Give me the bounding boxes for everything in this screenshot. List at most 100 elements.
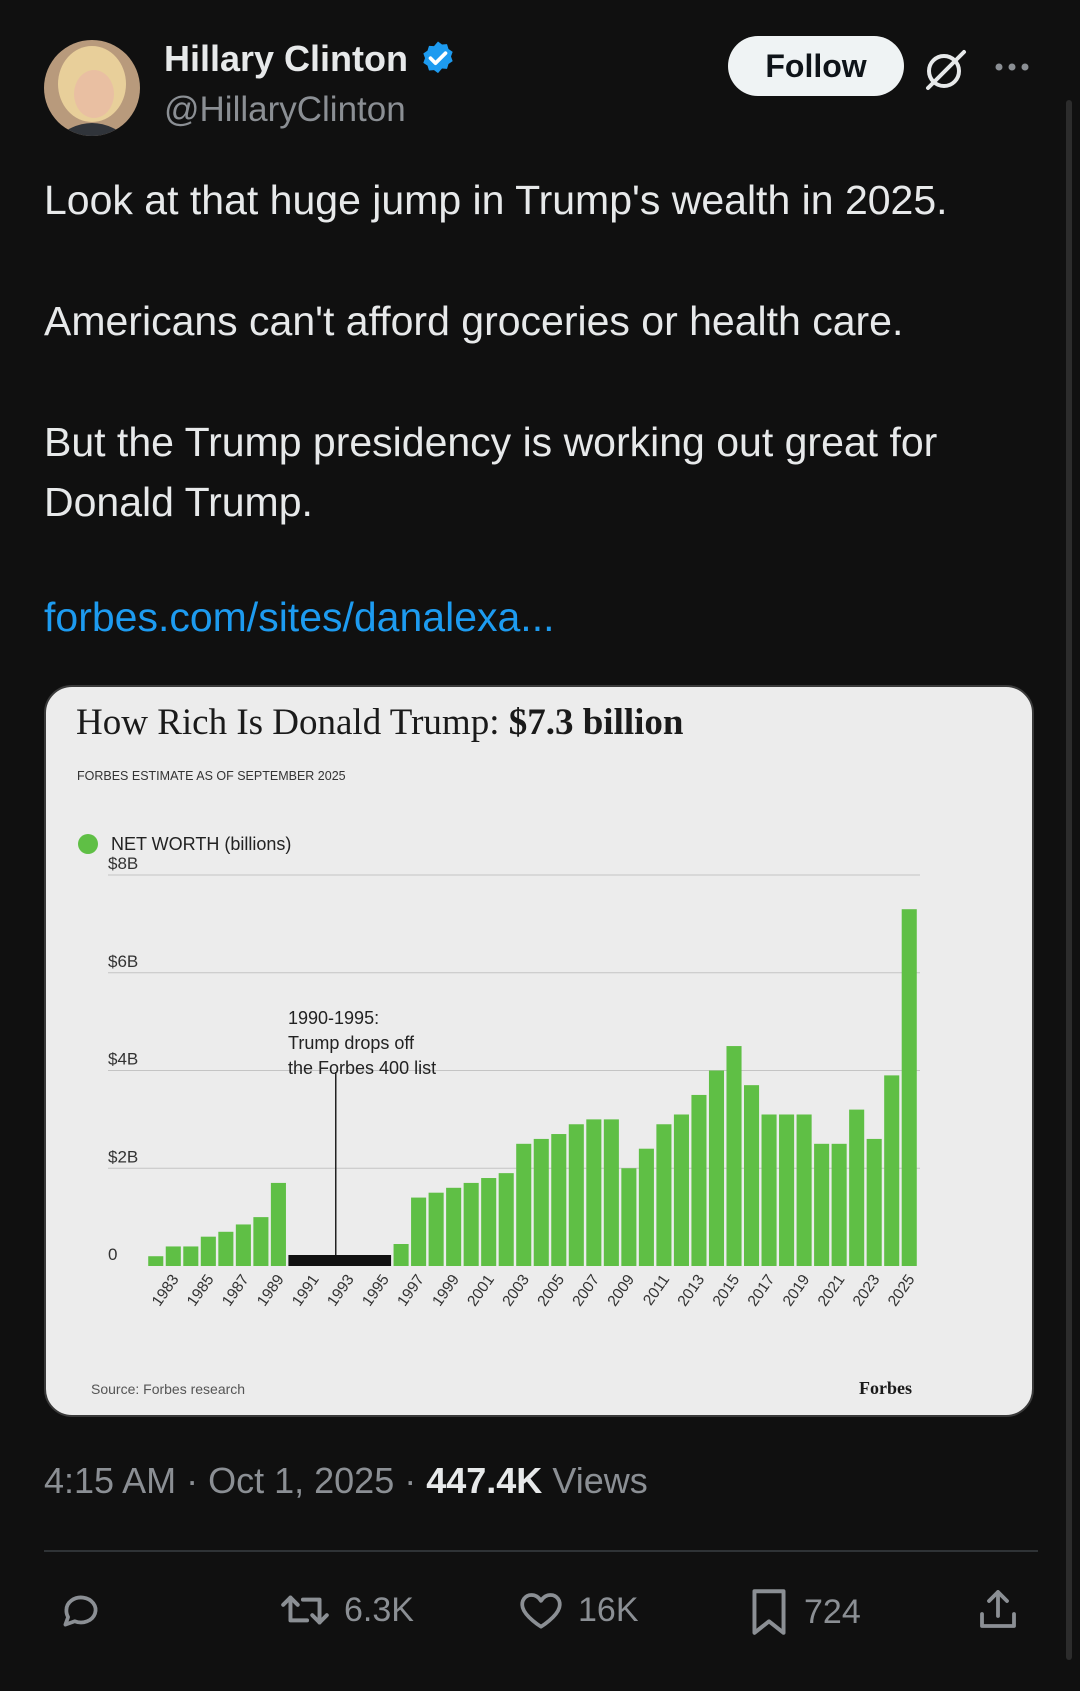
x-tick-label: 1989 <box>254 1272 288 1310</box>
bar-2024 <box>884 1075 900 1266</box>
tweet-date[interactable]: Oct 1, 2025 <box>208 1460 395 1501</box>
tweet-paragraph: But the Trump presidency is working out … <box>44 419 938 525</box>
bar-2014 <box>708 1070 725 1266</box>
more-icon[interactable] <box>992 52 1032 82</box>
x-tick-label: 2003 <box>499 1272 533 1310</box>
like-icon <box>520 1593 562 1629</box>
retweet-icon <box>281 1595 329 1625</box>
bar-2009 <box>621 1168 637 1266</box>
share-button[interactable] <box>974 1585 1022 1635</box>
bar-1985 <box>200 1236 216 1266</box>
chart-card[interactable]: How Rich Is Donald Trump: $7.3 billion F… <box>44 685 1034 1417</box>
bookmark-button[interactable]: 724 <box>746 1585 861 1639</box>
bar-2010 <box>638 1148 654 1266</box>
bar-2001 <box>481 1178 497 1266</box>
y-tick-label: $8B <box>108 854 138 873</box>
bar-2011 <box>656 1124 672 1266</box>
scrollbar[interactable] <box>1066 100 1072 1660</box>
views-count: 447.4K <box>426 1460 543 1501</box>
user-name-text: Hillary Clinton <box>164 38 409 79</box>
x-tick-label: 2009 <box>604 1272 638 1310</box>
y-tick-label: 0 <box>108 1245 117 1264</box>
x-tick-label: 2013 <box>675 1272 709 1310</box>
follow-button[interactable]: Follow <box>728 36 904 96</box>
bar-2002 <box>498 1173 514 1266</box>
y-tick-label: $4B <box>108 1050 138 1069</box>
bar-1996 <box>393 1244 409 1266</box>
bar-1984 <box>183 1246 199 1266</box>
chart-source: Source: Forbes research <box>91 1381 245 1397</box>
x-tick-label: 1987 <box>219 1272 253 1310</box>
legend-label: NET WORTH (billions) <box>111 834 291 854</box>
share-icon <box>980 1590 1016 1628</box>
tweet-time[interactable]: 4:15 AM <box>44 1460 177 1501</box>
bar-2025 <box>901 909 917 1266</box>
bar-2006 <box>568 1124 584 1266</box>
bar-2020 <box>814 1143 830 1266</box>
x-tick-label: 1995 <box>359 1272 393 1310</box>
bar-2007 <box>586 1119 602 1266</box>
x-tick-label: 2015 <box>710 1272 744 1310</box>
forbes-chart: How Rich Is Donald Trump: $7.3 billion F… <box>76 702 920 1398</box>
chart-title-prefix: How Rich Is Donald Trump: <box>76 702 509 743</box>
bar-1983 <box>165 1246 181 1266</box>
annotation-label: the Forbes 400 list <box>288 1058 436 1078</box>
tweet-text: Look at that huge jump in Trump's wealth… <box>44 170 1034 593</box>
x-tick-label: 2017 <box>745 1272 779 1310</box>
bar-2021 <box>831 1143 847 1266</box>
bar-2012 <box>673 1114 689 1266</box>
x-tick-label: 1985 <box>184 1272 218 1310</box>
avatar[interactable] <box>44 40 140 136</box>
bar-2013 <box>691 1094 707 1266</box>
x-tick-label: 2005 <box>534 1272 568 1310</box>
tweet-paragraph: Americans can't afford groceries or heal… <box>44 298 904 344</box>
bar-1999 <box>446 1187 462 1266</box>
grok-icon[interactable] <box>922 46 968 92</box>
bookmark-icon <box>752 1589 786 1635</box>
x-tick-label: 2021 <box>815 1272 849 1310</box>
bookmark-count: 724 <box>804 1592 861 1631</box>
chart-title-bold: $7.3 billion <box>509 702 684 743</box>
x-tick-label: 2023 <box>850 1272 884 1310</box>
bar-1998 <box>428 1192 444 1266</box>
bar-1982 <box>148 1256 164 1266</box>
bar-2019 <box>796 1114 812 1266</box>
x-tick-label: 2011 <box>640 1272 673 1309</box>
meta-separator: · <box>404 1460 417 1501</box>
meta-separator: · <box>186 1460 199 1501</box>
verified-icon <box>423 41 453 74</box>
annotation-label: 1990-1995: <box>288 1008 379 1028</box>
user-name[interactable]: Hillary Clinton <box>164 38 458 80</box>
like-button[interactable]: 16K <box>516 1585 639 1635</box>
reply-button[interactable] <box>56 1585 106 1635</box>
divider <box>44 1550 1038 1552</box>
views-label: Views <box>552 1460 648 1501</box>
bar-2015 <box>726 1046 742 1266</box>
bar-1987 <box>235 1224 251 1266</box>
bar-1986 <box>218 1231 234 1266</box>
annotation-label: Trump drops off <box>288 1033 415 1053</box>
bar-2022 <box>849 1109 865 1266</box>
bar-2023 <box>866 1138 882 1266</box>
x-tick-label: 2007 <box>569 1272 603 1310</box>
reply-icon <box>63 1595 98 1627</box>
bar-1989 <box>270 1182 286 1266</box>
bar-2004 <box>533 1138 549 1266</box>
retweet-count: 6.3K <box>344 1590 414 1629</box>
x-tick-label: 2025 <box>885 1272 919 1310</box>
gap-marker <box>288 1255 392 1266</box>
retweet-button[interactable]: 6.3K <box>278 1585 414 1635</box>
bar-1988 <box>253 1217 269 1266</box>
x-tick-label: 1983 <box>149 1272 183 1310</box>
tweet-paragraph: Look at that huge jump in Trump's wealth… <box>44 177 948 223</box>
user-handle[interactable]: @HillaryClinton <box>164 90 406 129</box>
x-tick-label: 2001 <box>464 1272 498 1310</box>
chart-subtitle: FORBES ESTIMATE AS OF SEPTEMBER 2025 <box>77 769 346 783</box>
like-count: 16K <box>578 1590 639 1629</box>
tweet-meta: 4:15 AM · Oct 1, 2025 · 447.4K Views <box>44 1460 648 1502</box>
bar-2018 <box>779 1114 795 1266</box>
x-tick-label: 1999 <box>429 1272 463 1310</box>
forbes-brand: Forbes <box>859 1378 912 1398</box>
x-tick-label: 2019 <box>780 1272 814 1310</box>
tweet-link[interactable]: forbes.com/sites/danalexa... <box>44 594 555 640</box>
